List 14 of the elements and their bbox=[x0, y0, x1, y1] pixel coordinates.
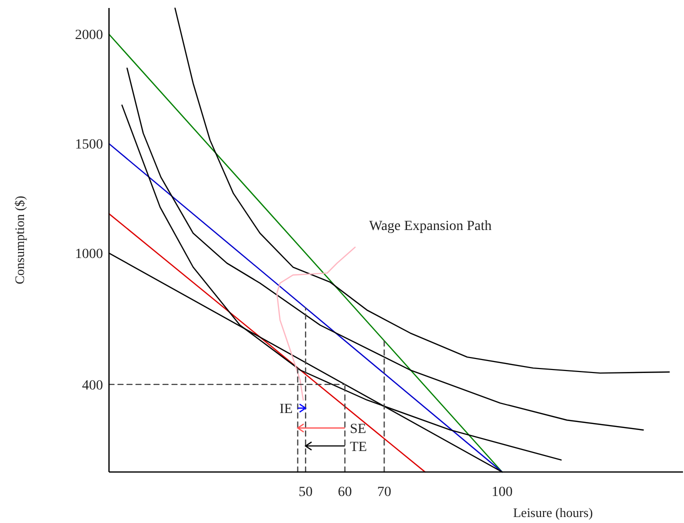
y-tick-label: 400 bbox=[82, 378, 103, 394]
y-tick-label: 2000 bbox=[75, 28, 103, 44]
y-tick-label: 1500 bbox=[75, 138, 103, 153]
x-tick-label: 50 bbox=[298, 485, 313, 500]
annotation: SE bbox=[350, 422, 366, 437]
x-axis-title: Leisure (hours) bbox=[513, 505, 593, 520]
annotation: Wage Expansion Path bbox=[369, 219, 492, 234]
x-tick-label: 70 bbox=[377, 485, 392, 500]
y-axis-title: Consumption ($) bbox=[12, 196, 27, 284]
annotation: IE bbox=[279, 402, 293, 417]
annotation: TE bbox=[350, 440, 367, 455]
y-tick-label: 1000 bbox=[75, 247, 103, 262]
x-tick-label: 60 bbox=[338, 485, 352, 500]
x-tick-label: 100 bbox=[492, 485, 513, 500]
